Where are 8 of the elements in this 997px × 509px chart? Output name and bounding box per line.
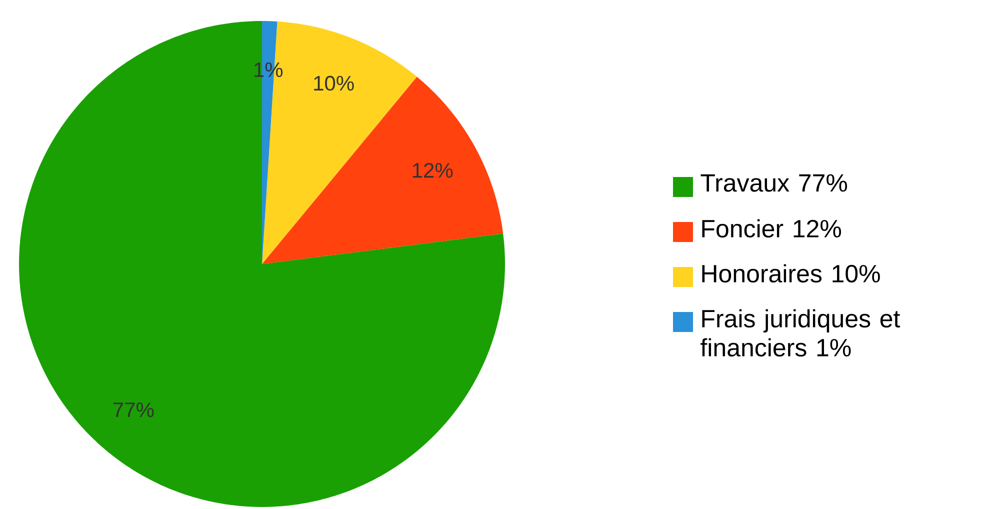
data-label: 1% [254,62,283,78]
data-label: 10% [314,76,354,91]
data-label: 77% [114,402,154,418]
legend-label: Travaux 77% [700,174,848,192]
legend-label: Honoraires 10% [702,264,880,283]
data-label: 12% [412,162,453,178]
legend-label: Foncier 12% [702,219,842,238]
legend-label: Frais juridiques et financiers 1% [700,309,900,357]
